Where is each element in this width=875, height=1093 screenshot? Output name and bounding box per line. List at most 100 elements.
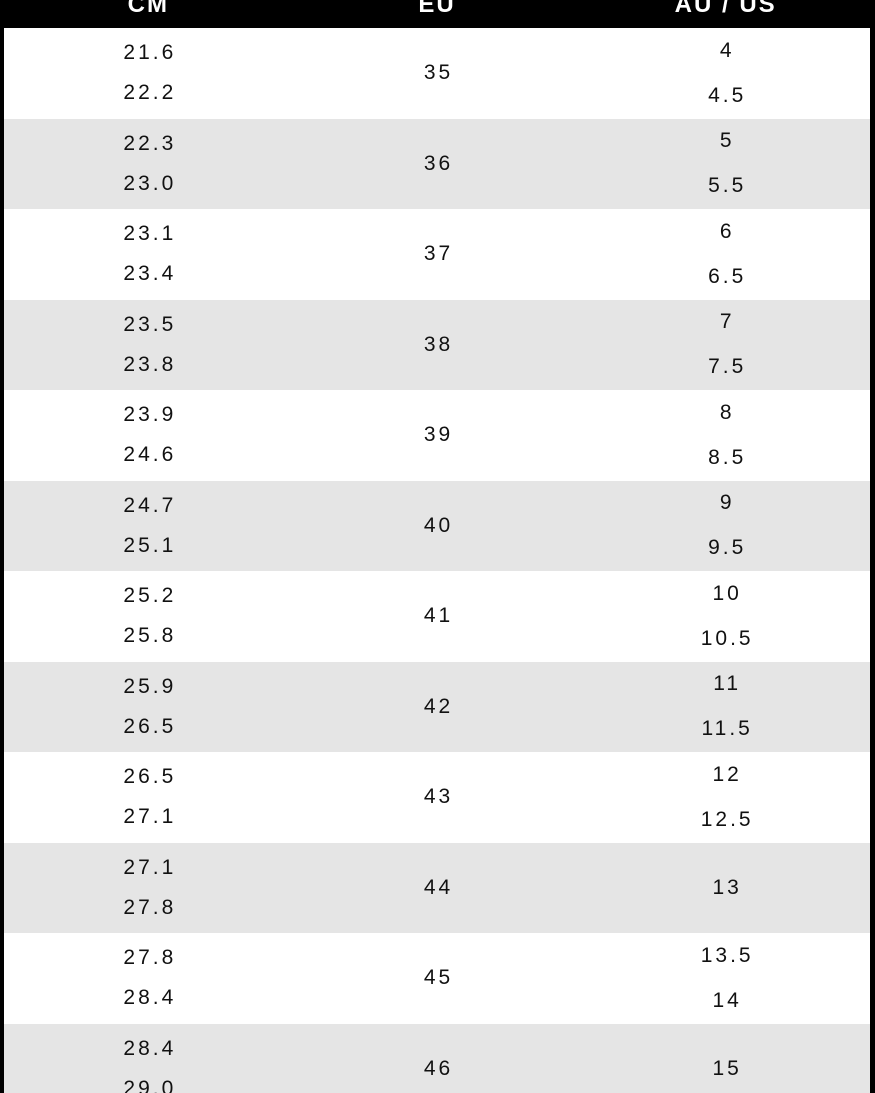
au-us-size-cell: 13.5 14: [581, 933, 870, 1024]
eu-size-value: 36: [423, 151, 454, 175]
au-us-value: 11: [713, 672, 742, 696]
eu-size-cell: 41: [293, 571, 582, 662]
eu-size-value: 43: [423, 785, 454, 809]
eu-size-value: 37: [423, 242, 454, 266]
eu-size-value: 42: [423, 694, 454, 718]
au-us-value: 7.5: [708, 355, 747, 379]
table-body: 21.6 22.2 35 4 4.5 22.3 23.0 36 5 5.5 23.1 23.4 37 6 6…: [4, 28, 870, 1093]
au-us-value: 6: [719, 219, 735, 243]
au-us-value: 10: [712, 581, 742, 605]
column-header-eu: EU: [293, 0, 582, 28]
eu-size-value: 38: [423, 332, 454, 356]
cm-range-cell: 28.4 29.0: [4, 1024, 293, 1093]
cm-range-cell: 23.1 23.4: [4, 209, 293, 300]
eu-size-cell: 39: [293, 390, 582, 481]
cm-range-cell: 26.5 27.1: [4, 752, 293, 843]
au-us-value: 11.5: [701, 717, 753, 741]
cm-range-cell: 25.2 25.8: [4, 571, 293, 662]
au-us-size-cell: 6 6.5: [581, 209, 870, 300]
cm-value: 23.8: [123, 352, 177, 376]
cm-range-cell: 24.7 25.1: [4, 481, 293, 572]
au-us-size-cell: 9 9.5: [581, 481, 870, 572]
au-us-size-cell: 7 7.5: [581, 300, 870, 391]
cm-value: 25.8: [123, 624, 177, 648]
eu-size-cell: 40: [293, 481, 582, 572]
column-header-cm: CM: [4, 0, 293, 28]
eu-size-value: 45: [423, 966, 454, 990]
cm-value: 25.9: [123, 674, 177, 698]
eu-size-cell: 35: [293, 28, 582, 119]
table-row: 22.3 23.0 36 5 5.5: [4, 118, 870, 210]
au-us-value: 9: [719, 491, 735, 515]
cm-value: 27.8: [123, 946, 177, 970]
au-us-value: 9.5: [708, 536, 747, 560]
cm-value: 27.8: [123, 895, 177, 919]
cm-value: 24.7: [123, 493, 177, 517]
au-us-size-cell: 5 5.5: [581, 119, 870, 210]
au-us-value: 5: [719, 129, 735, 153]
eu-size-value: 46: [423, 1056, 454, 1080]
au-us-value: 7: [719, 310, 735, 334]
cm-value: 24.6: [123, 443, 177, 467]
au-us-value: 5.5: [708, 174, 747, 198]
cm-value: 26.5: [123, 714, 177, 738]
au-us-value: 4: [719, 38, 735, 62]
cm-range-cell: 21.6 22.2: [4, 28, 293, 119]
cm-value: 23.5: [123, 312, 177, 336]
table-row: 26.5 27.1 43 12 12.5: [4, 752, 870, 843]
cm-range-cell: 27.8 28.4: [4, 933, 293, 1024]
au-us-value: 8: [719, 400, 735, 424]
au-us-value: 12.5: [700, 807, 754, 831]
au-us-value: 14: [712, 988, 742, 1012]
table-row: 23.5 23.8 38 7 7.5: [4, 299, 870, 391]
eu-size-cell: 37: [293, 209, 582, 300]
cm-value: 28.4: [123, 986, 177, 1010]
cm-value: 22.2: [123, 81, 177, 105]
au-us-value: 13: [712, 875, 742, 899]
cm-value: 27.1: [123, 855, 177, 879]
au-us-value: 15: [712, 1056, 742, 1080]
cm-range-cell: 23.9 24.6: [4, 390, 293, 481]
au-us-value: 12: [712, 762, 742, 786]
table-header-row: CM EU AU / US: [4, 0, 870, 28]
table-row: 21.6 22.2 35 4 4.5: [4, 28, 870, 119]
au-us-value: 13.5: [700, 943, 754, 967]
eu-size-cell: 38: [293, 300, 582, 391]
column-header-cm-label: CM: [127, 0, 169, 18]
table-row: 28.4 29.0 46 15: [4, 1023, 870, 1093]
cm-value: 21.6: [123, 41, 177, 65]
au-us-size-cell: 8 8.5: [581, 390, 870, 481]
au-us-value: 4.5: [708, 83, 747, 107]
cm-range-cell: 22.3 23.0: [4, 119, 293, 210]
cm-value: 27.1: [123, 805, 177, 829]
eu-size-cell: 42: [293, 662, 582, 753]
eu-size-value: 39: [423, 423, 454, 447]
eu-size-value: 44: [423, 875, 454, 899]
table-row: 27.1 27.8 44 13: [4, 842, 870, 934]
eu-size-value: 35: [423, 61, 454, 85]
cm-value: 26.5: [123, 765, 177, 789]
cm-value: 25.2: [123, 584, 177, 608]
cm-value: 23.0: [123, 171, 177, 195]
au-us-size-cell: 15: [581, 1024, 870, 1093]
au-us-value: 8.5: [708, 445, 747, 469]
cm-value: 23.9: [123, 403, 177, 427]
column-header-eu-label: EU: [418, 0, 456, 18]
cm-value: 25.1: [123, 533, 177, 557]
cm-value: 23.4: [123, 262, 177, 286]
eu-size-cell: 46: [293, 1024, 582, 1093]
eu-size-value: 40: [423, 513, 454, 537]
au-us-size-cell: 4 4.5: [581, 28, 870, 119]
eu-size-cell: 45: [293, 933, 582, 1024]
table-row: 25.9 26.5 42 11 11.5: [4, 661, 870, 753]
column-header-au-us: AU / US: [581, 0, 870, 28]
cm-value: 22.3: [123, 131, 177, 155]
eu-size-cell: 44: [293, 843, 582, 934]
cm-range-cell: 25.9 26.5: [4, 662, 293, 753]
cm-range-cell: 23.5 23.8: [4, 300, 293, 391]
au-us-value: 6.5: [708, 264, 747, 288]
au-us-size-cell: 13: [581, 843, 870, 934]
au-us-size-cell: 12 12.5: [581, 752, 870, 843]
table-row: 23.1 23.4 37 6 6.5: [4, 209, 870, 300]
